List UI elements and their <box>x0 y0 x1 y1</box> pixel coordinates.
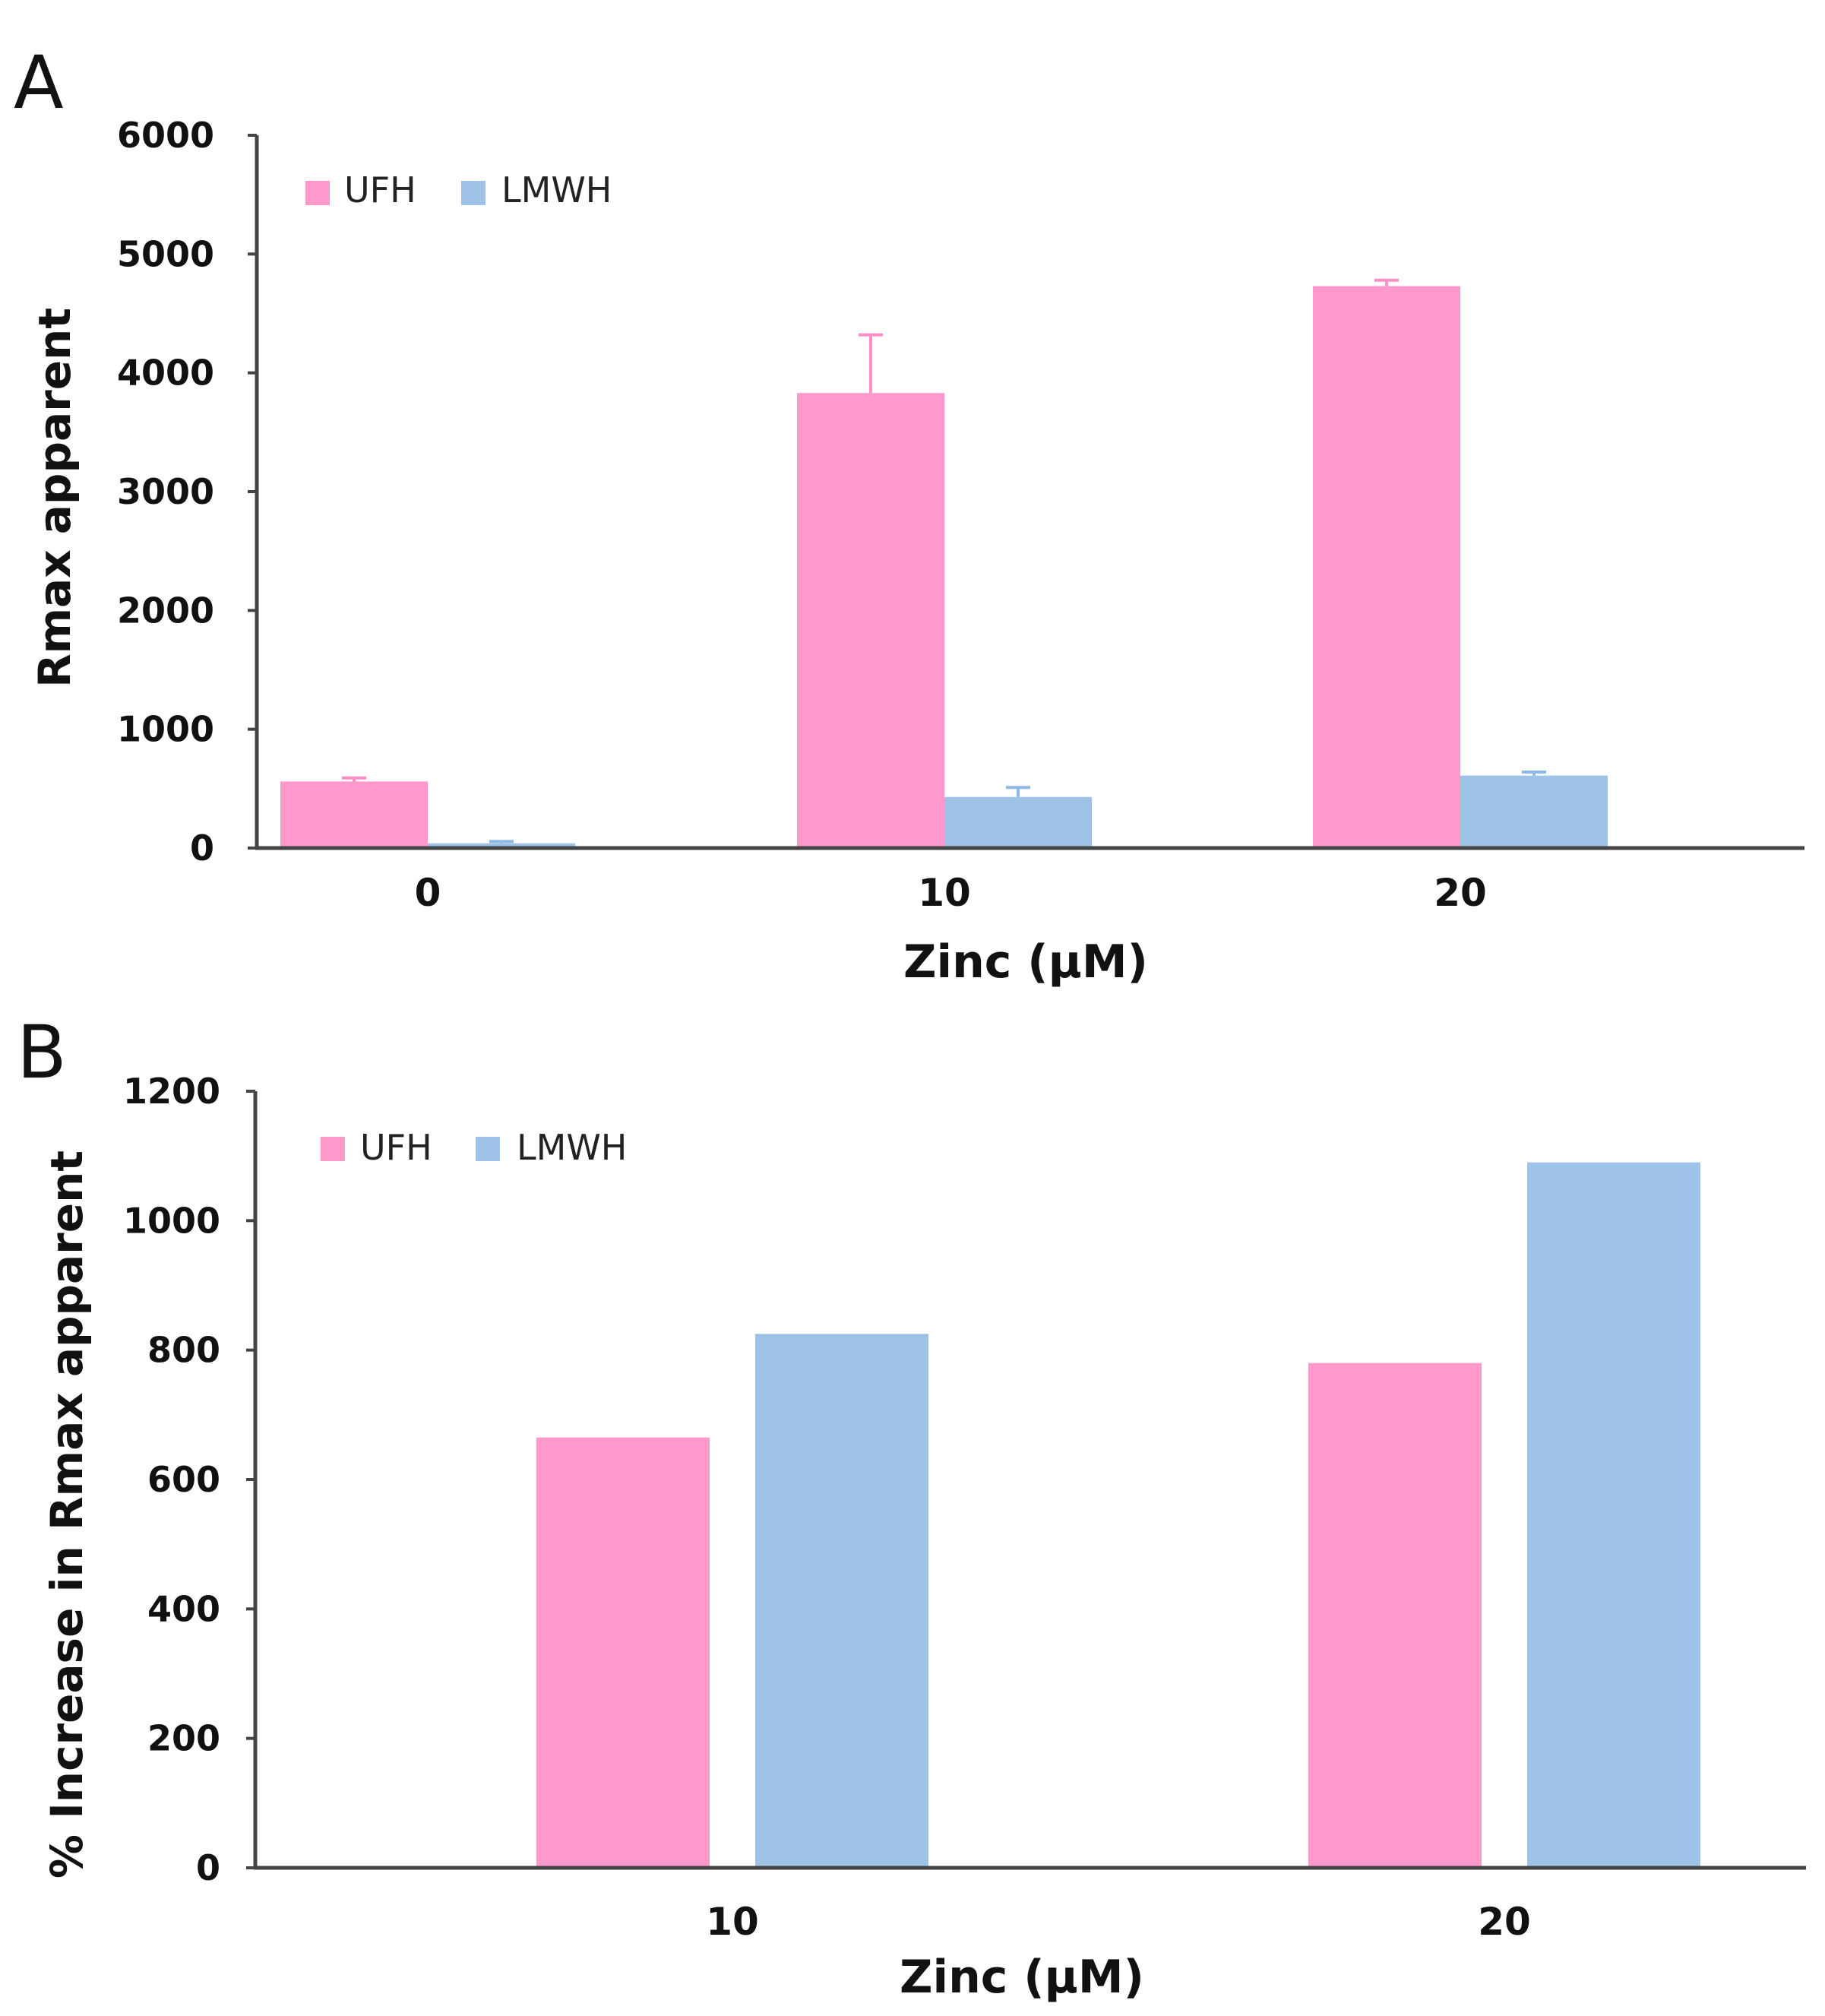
panel-b-label: B <box>17 1010 67 1095</box>
panel-a-x-tick-labels: 0 10 20 <box>415 871 1487 915</box>
y-tick-label: 1000 <box>123 1200 220 1241</box>
panel-b-x-tick-labels: 10 20 <box>706 1900 1531 1944</box>
panel-a-y-tick-labels: 0 1000 2000 3000 4000 5000 6000 <box>117 115 257 869</box>
panel-a-x-axis-title: Zinc (μM) <box>903 935 1148 989</box>
bar-lmwh-20 <box>1460 775 1608 848</box>
panel-b-x-axis-title: Zinc (μM) <box>900 1951 1144 2004</box>
panel-b-chart: B 0 200 400 600 800 1000 1200 10 20 Zinc (μM) %… <box>17 1010 1806 2004</box>
y-tick-label: 600 <box>147 1459 220 1500</box>
y-tick-label: 3000 <box>117 471 214 512</box>
y-tick-label: 5000 <box>117 233 214 274</box>
panel-b-legend-lmwh-label: LMWH <box>517 1127 627 1168</box>
x-tick-label: 20 <box>1478 1900 1531 1944</box>
y-tick-label: 0 <box>190 828 214 869</box>
panel-a-legend-ufh-label: UFH <box>344 169 416 210</box>
y-tick-label: 2000 <box>117 590 214 631</box>
panel-b-y-tick-labels: 0 200 400 600 800 1000 1200 <box>123 1071 255 1888</box>
panel-a-chart: A 0 1000 2000 3000 4000 5000 6000 0 10 20 Zinc (… <box>14 40 1804 989</box>
bar-ufh-20 <box>1313 286 1460 848</box>
y-tick-label: 400 <box>147 1588 220 1629</box>
panel-a-legend: UFH LMWH <box>305 169 612 210</box>
bar-lmwh-0 <box>428 843 575 848</box>
panel-b-legend-lmwh-swatch <box>476 1137 500 1161</box>
bar-lmwh-10 <box>755 1334 928 1868</box>
x-tick-label: 10 <box>706 1900 759 1944</box>
bar-ufh-10 <box>797 393 944 848</box>
y-tick-label: 800 <box>147 1330 220 1371</box>
panel-a-legend-ufh-swatch <box>305 181 330 205</box>
panel-b-legend: UFH LMWH <box>321 1127 627 1168</box>
panel-b-legend-ufh-swatch <box>321 1137 345 1161</box>
y-tick-label: 1200 <box>123 1071 220 1112</box>
panel-a-legend-lmwh-swatch <box>461 181 486 205</box>
panel-a-legend-lmwh-label: LMWH <box>501 169 612 210</box>
panel-a-y-axis-title: Rmax apparent <box>29 308 81 688</box>
bar-lmwh-10 <box>944 796 1092 848</box>
y-tick-label: 0 <box>196 1847 220 1888</box>
panel-b-bars <box>536 1162 1700 1868</box>
panel-b-legend-ufh-label: UFH <box>360 1127 432 1168</box>
x-tick-label: 10 <box>918 871 971 915</box>
x-tick-label: 20 <box>1434 871 1487 915</box>
bar-ufh-0 <box>280 781 428 848</box>
y-tick-label: 1000 <box>117 709 214 750</box>
panel-a-bars <box>280 286 1608 848</box>
panel-a-label: A <box>14 40 64 125</box>
y-tick-label: 6000 <box>117 115 214 156</box>
bar-ufh-10 <box>536 1437 710 1868</box>
x-tick-label: 0 <box>415 871 441 915</box>
y-tick-label: 200 <box>147 1718 220 1759</box>
panel-b-y-axis-title: % Increase in Rmax apparent <box>41 1150 93 1878</box>
panel-a-error-bars <box>342 278 1546 843</box>
y-tick-label: 4000 <box>117 353 214 394</box>
bar-lmwh-20 <box>1527 1162 1700 1868</box>
bar-ufh-20 <box>1308 1362 1482 1868</box>
